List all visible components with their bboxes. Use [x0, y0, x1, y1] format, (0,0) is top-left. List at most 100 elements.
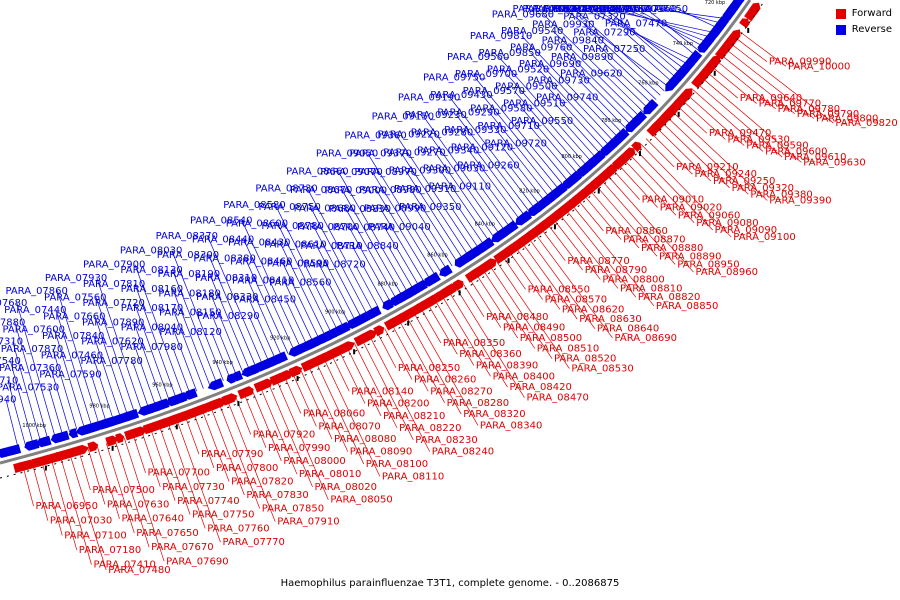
gene-label: PARA_08240 [432, 447, 494, 458]
gene-label: PARA_07350 [553, 4, 615, 15]
ruler-label: 980 kbp [89, 404, 109, 410]
leader-line [133, 322, 163, 404]
leader-line [448, 291, 508, 388]
leader-line [134, 264, 184, 397]
leader-line [734, 37, 768, 62]
leader-line [538, 69, 610, 147]
leader-line [310, 206, 368, 316]
ruler-tick [237, 401, 240, 407]
leader-line [603, 8, 714, 33]
gene-label: PARA_09190 [398, 92, 460, 103]
leader-line [415, 208, 453, 267]
ruler-label: 960 kbp [152, 383, 172, 389]
gene-label: PARA_08410 [232, 276, 294, 287]
gene-label: PARA_09810 [470, 31, 532, 42]
leader-line [462, 132, 526, 217]
leader-line [682, 100, 726, 140]
leader-line [570, 63, 632, 126]
leader-line [481, 94, 560, 190]
gene-label: PARA_08780 [261, 221, 323, 232]
gene-label: PARA_08200 [367, 399, 429, 410]
leader-line [587, 97, 623, 134]
gene-label: PARA_07670 [151, 542, 213, 553]
leader-line [41, 462, 63, 536]
gene-label: PARA_09760 [510, 42, 572, 53]
gene-label: PARA_07820 [231, 477, 293, 488]
gene-arrow [260, 378, 273, 390]
leader-line [692, 89, 764, 152]
gene-label: PARA_08440 [192, 235, 254, 246]
leader-line [315, 244, 356, 322]
leader-line [51, 459, 78, 551]
gene-label: PARA_08660 [286, 166, 348, 177]
gene-label: PARA_07030 [50, 516, 112, 527]
leader-line [243, 239, 295, 351]
ruler-tick [296, 376, 299, 382]
gene-label: PARA_08830 [329, 204, 391, 215]
leader-line [651, 132, 693, 175]
leader-line [351, 245, 386, 306]
gene-arrow [360, 329, 378, 343]
gene-label: PARA_07610 [551, 4, 613, 15]
leader-line [193, 413, 215, 469]
leader-line [661, 122, 730, 189]
leader-line [210, 407, 245, 496]
leader-line [440, 170, 490, 242]
leader-line [384, 328, 413, 380]
ruler-label: 720 kbp [705, 0, 725, 6]
gene-label: PARA_08300 [157, 250, 219, 261]
gene-label: PARA_07180 [79, 545, 141, 556]
ruler-tick [407, 320, 410, 326]
leader-line [210, 312, 237, 376]
leader-line [711, 66, 757, 104]
gene-label: PARA_08840 [336, 241, 398, 252]
leader-line [209, 274, 250, 371]
gene-label: PARA_07320 [563, 12, 625, 23]
leader-line [207, 235, 263, 365]
leader-line [172, 308, 204, 389]
leader-line [645, 138, 675, 168]
leader-line [150, 428, 176, 501]
gene-arrow [53, 430, 70, 442]
leader-line [579, 80, 628, 130]
ruler-label: 920 kbp [270, 336, 290, 342]
gene-label: PARA_08960 [696, 267, 758, 278]
gene-label: PARA_07860 [5, 286, 67, 297]
gene-label: PARA_07100 [64, 530, 126, 541]
gene-label: PARA_09380 [750, 189, 812, 200]
gene-label: PARA_07640 [122, 514, 184, 525]
ruler-label: 740 kbp [673, 41, 693, 47]
leader-line [172, 327, 198, 392]
gene-arrow [40, 435, 52, 447]
gene-label: PARA_10000 [788, 61, 850, 72]
gene-label: PARA_08390 [476, 360, 538, 371]
gene-label: PARA_07930 [45, 273, 107, 284]
leader-line [706, 72, 739, 99]
gene-labels: PARA_07940 PARA_07710 PARA_07540 PARA_07310… [0, 4, 898, 576]
gene-label: PARA_07980 [121, 342, 183, 353]
gene-label: PARA_08790 [585, 265, 647, 276]
leader-line [697, 83, 783, 158]
leader-line [208, 254, 257, 368]
gene-label: PARA_09700 [455, 69, 517, 80]
leader-line [260, 387, 298, 475]
leader-line [50, 368, 71, 434]
ruler-tick [553, 224, 556, 230]
ruler-labels: 1000 kbp 980 kbp 960 kbp 940 kbp 920 kbp 900 … [22, 0, 725, 429]
leader-line [10, 360, 34, 444]
gene-arrow [484, 258, 497, 270]
leader-line [594, 8, 688, 65]
gene-label: PARA_09250 [713, 176, 775, 187]
leader-line [655, 8, 725, 19]
leader-line [721, 54, 795, 115]
leader-line [279, 242, 326, 337]
leader-line [413, 312, 479, 426]
leader-line [546, 86, 606, 151]
gene-label: PARA_08490 [503, 323, 565, 334]
gene-label: PARA_09260 [457, 160, 519, 171]
leader-line [476, 274, 519, 339]
gene-arrow [207, 378, 224, 391]
leader-line [474, 168, 516, 224]
leader-line [247, 296, 276, 360]
leader-line [14, 322, 49, 440]
